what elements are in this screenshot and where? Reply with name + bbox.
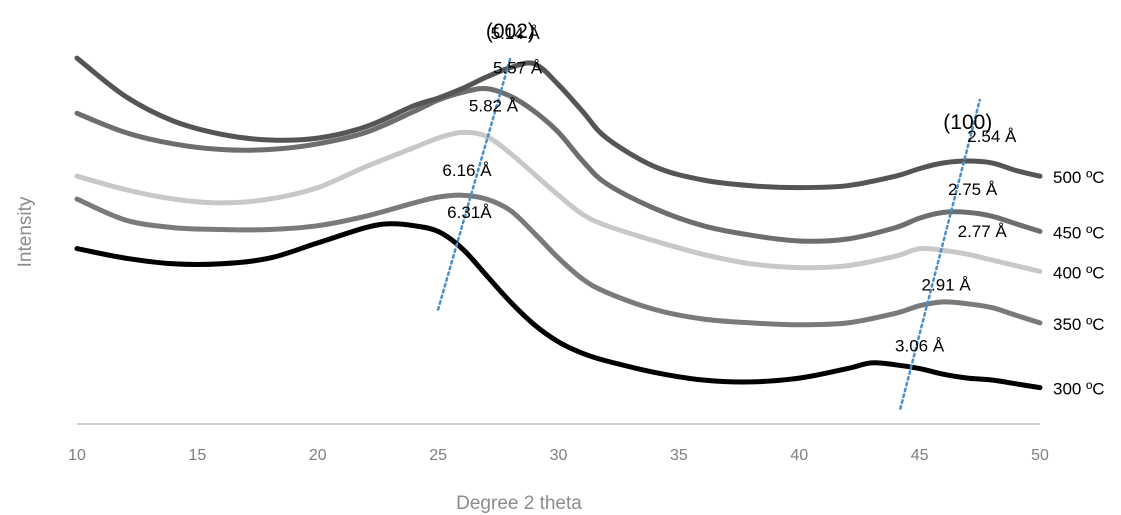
series-label-300: 300 ºC bbox=[1053, 380, 1105, 399]
peak-label-1: (002) bbox=[486, 20, 535, 43]
d-spacing-label-450-2: 2.75 Å bbox=[948, 180, 998, 199]
series-line-350 bbox=[74, 192, 1043, 328]
x-tick-label: 10 bbox=[68, 447, 86, 464]
x-tick-label: 35 bbox=[670, 447, 688, 464]
series-label-400: 400 ºC bbox=[1053, 263, 1105, 282]
d-spacing-label-450-1: 5.57 Å bbox=[493, 58, 543, 77]
y-axis-title: Intensity bbox=[15, 196, 36, 267]
series-line-400 bbox=[74, 129, 1043, 274]
d-spacing-label-400-2: 2.77 Å bbox=[958, 222, 1008, 241]
x-tick-label: 20 bbox=[309, 447, 327, 464]
d-spacing-label-500-1: 5.14 Å bbox=[491, 24, 541, 43]
x-tick-labels: 10 15 20 25 30 35 40 45 50 bbox=[68, 447, 1049, 464]
series-label-450: 450 ºC bbox=[1053, 223, 1105, 242]
series-label-500: 500 ºC bbox=[1053, 168, 1105, 187]
d-spacing-label-500-2: 2.54 Å bbox=[967, 127, 1017, 146]
series-line-300 bbox=[74, 221, 1043, 391]
d-spacing-label-350-1: 6.16 Å bbox=[442, 161, 492, 180]
x-tick-label: 25 bbox=[429, 447, 447, 464]
d-spacing-label-350-2: 2.91 Å bbox=[922, 276, 972, 295]
d-spacing-label-400-1: 5.82 Å bbox=[469, 96, 519, 115]
guide-layer bbox=[436, 56, 982, 410]
x-tick-label: 50 bbox=[1031, 447, 1049, 464]
series-label-layer: 300 ºC 350 ºC 400 ºC 450 ºC 500 ºC bbox=[1053, 168, 1105, 398]
d-spacing-label-300-2: 3.06 Å bbox=[895, 336, 945, 355]
series-layer bbox=[74, 55, 1043, 391]
peak-label-layer: (002) (100) bbox=[486, 20, 992, 134]
series-label-350: 350 ºC bbox=[1053, 315, 1105, 334]
dotted-guide-line-1 bbox=[436, 56, 512, 311]
series-line-450 bbox=[74, 85, 1043, 244]
dotted-guide-line-2 bbox=[899, 98, 982, 410]
annotation-layer: 6.31Å 3.06 Å 6.16 Å 2.91 Å 5.82 Å 2.77 Å 5.57 … bbox=[442, 24, 1017, 355]
x-tick-label: 30 bbox=[550, 447, 568, 464]
x-axis-title: Degree 2 theta bbox=[456, 493, 582, 514]
x-tick-label: 15 bbox=[189, 447, 207, 464]
peak-label-2: (100) bbox=[943, 111, 992, 134]
x-tick-label: 45 bbox=[911, 447, 929, 464]
x-tick-label: 40 bbox=[790, 447, 808, 464]
series-line-500 bbox=[74, 55, 1043, 191]
d-spacing-label-300-1: 6.31Å bbox=[447, 203, 492, 222]
